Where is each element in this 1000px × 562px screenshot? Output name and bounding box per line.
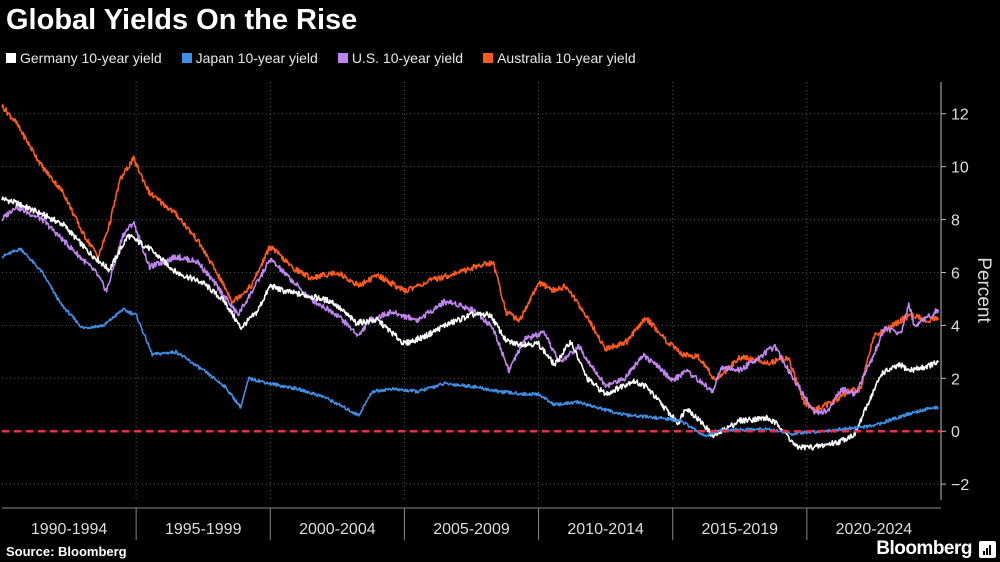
brand-wordmark: Bloomberg <box>876 538 972 559</box>
legend-label-us: U.S. 10-year yield <box>351 50 464 66</box>
x-period-label: 1995-1999 <box>165 521 242 538</box>
series-line-germany-year-yield <box>1 196 940 451</box>
x-period-label: 2005-2009 <box>433 521 510 538</box>
legend-swatch-japan <box>181 53 192 63</box>
x-period-label: 1990-1994 <box>31 521 108 538</box>
series-line-u-s-year-yield <box>1 204 940 416</box>
series-line-japan-year-yield <box>1 247 940 438</box>
legend-swatch-us <box>337 53 348 63</box>
series-line-australia-year-yield <box>1 103 940 413</box>
y-tick-label: −2 <box>951 477 969 494</box>
chart-title: Global Yields On the Rise <box>6 4 358 36</box>
y-axis-label: Percent <box>973 257 994 323</box>
legend-label-australia: Australia 10-year yield <box>497 50 636 66</box>
y-tick-label: 4 <box>951 318 960 335</box>
y-tick-label: 6 <box>951 265 960 282</box>
legend-label-germany: Germany 10-year yield <box>20 50 162 66</box>
bloomberg-logo-icon <box>979 541 996 558</box>
legend-swatch-australia <box>483 53 494 63</box>
legend-item-australia: Australia 10-year yield <box>483 50 636 66</box>
legend-item-germany: Germany 10-year yield <box>6 50 162 66</box>
legend-item-us: U.S. 10-year yield <box>337 50 464 66</box>
x-period-label: 2020-2024 <box>836 521 913 538</box>
y-tick-label: 8 <box>951 213 960 230</box>
x-period-label: 2000-2004 <box>299 521 376 538</box>
legend-swatch-germany <box>6 53 16 63</box>
legend-item-japan: Japan 10-year yield <box>181 50 318 66</box>
y-tick-label: 0 <box>951 424 960 441</box>
chart-legend: Germany 10-year yield Japan 10-year yiel… <box>6 50 636 66</box>
x-period-label: 2010-2014 <box>567 521 644 538</box>
y-tick-label: 12 <box>951 107 969 124</box>
x-period-label: 2015-2019 <box>702 521 779 538</box>
y-tick-label: 2 <box>951 371 960 388</box>
source-note: Source: Bloomberg <box>6 544 127 559</box>
y-tick-label: 10 <box>951 160 969 177</box>
legend-label-japan: Japan 10-year yield <box>195 50 318 66</box>
